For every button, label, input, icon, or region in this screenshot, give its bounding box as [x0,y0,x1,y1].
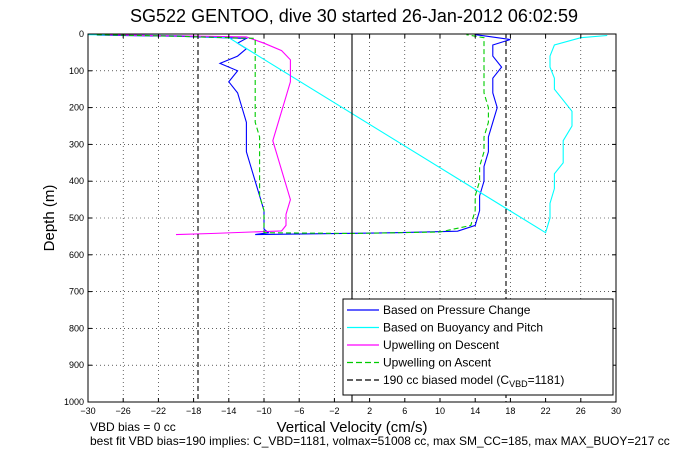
x-tick-label: 6 [402,406,407,416]
y-tick-label: 600 [69,250,84,260]
footer-line-1: VBD bias = 0 cc [90,420,176,434]
x-axis-label: Vertical Velocity (cm/s) [277,419,428,436]
legend-label: Upwelling on Descent [383,338,500,352]
x-tick-label: 2 [367,406,372,416]
x-tick-label: 22 [541,406,551,416]
legend-box [342,298,614,396]
y-tick-label: 900 [69,360,84,370]
x-tick-label: −2 [329,406,339,416]
y-ticks: 0 100 200 300 400 500 600 700 800 900 1000 [64,29,616,407]
series-line-based-on-pressure-change [96,34,511,236]
y-tick-label: 1000 [64,397,84,407]
x-tick-label: 10 [435,406,445,416]
footer-line-2: best fit VBD bias=190 implies: C_VBD=118… [90,434,670,448]
series-line-based-on-buoyancy-and-pitch [87,34,608,234]
x-tick-label: −26 [116,406,131,416]
x-tick-label: −14 [221,406,236,416]
y-tick-label: 100 [69,66,84,76]
x-tick-label: −22 [151,406,166,416]
x-tick-label: 30 [611,406,621,416]
x-tick-label: −18 [186,406,201,416]
legend: Based on Pressure Change Based on Buoyanc… [342,298,614,396]
x-tick-label: 14 [470,406,480,416]
x-tick-label: −10 [256,406,271,416]
chart-title: SG522 GENTOO, dive 30 started 26-Jan-201… [130,6,578,26]
y-tick-label: 800 [69,323,84,333]
legend-label: Upwelling on Ascent [383,356,492,370]
x-ticks: −30 −26 −22 −18 −14 −10 −6 −2 2 6 10 14 18 22 26 30 [80,34,621,416]
legend-label: Based on Pressure Change [383,303,531,317]
y-tick-label: 0 [79,29,84,39]
legend-label: Based on Buoyancy and Pitch [383,321,543,335]
series-line-upwelling-on-ascent [96,34,489,235]
y-tick-label: 300 [69,139,84,149]
y-tick-label: 200 [69,103,84,113]
legend-label: 190 cc biased model (CVBD=1181) [383,373,564,389]
x-tick-label: −30 [80,406,95,416]
series-line-upwelling-on-descent [105,34,291,236]
y-axis-label: Depth (m) [41,185,58,252]
x-tick-label: −6 [294,406,304,416]
y-tick-label: 500 [69,213,84,223]
y-tick-label: 400 [69,176,84,186]
y-tick-label: 700 [69,287,84,297]
x-tick-label: 18 [505,406,515,416]
x-tick-label: 26 [576,406,586,416]
